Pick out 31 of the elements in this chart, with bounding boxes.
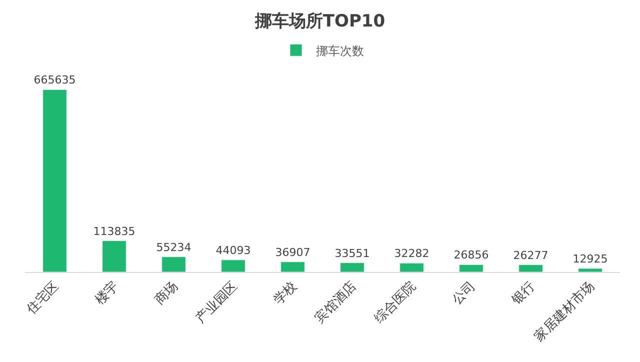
data-label: 665635 bbox=[34, 74, 76, 87]
data-label: 44093 bbox=[216, 244, 251, 257]
data-label: 12925 bbox=[572, 252, 608, 266]
bar bbox=[578, 268, 602, 272]
bar bbox=[280, 262, 305, 272]
bar bbox=[400, 262, 424, 272]
data-label: 55234 bbox=[156, 240, 192, 254]
bar bbox=[221, 260, 246, 272]
data-label: 36907 bbox=[275, 246, 310, 259]
x-tick-label: 住宅区 bbox=[22, 278, 62, 318]
x-tick-label: 楼宇 bbox=[92, 278, 122, 308]
bar bbox=[42, 89, 67, 272]
data-label: 113835 bbox=[93, 224, 136, 238]
x-tick-label: 学校 bbox=[271, 278, 300, 308]
x-tick-label: 产业园区 bbox=[193, 278, 241, 326]
bar bbox=[162, 256, 186, 272]
x-tick-label: 综合医院 bbox=[372, 278, 420, 326]
bar bbox=[340, 262, 364, 272]
data-label: 33551 bbox=[334, 246, 370, 260]
data-label: 32282 bbox=[394, 247, 430, 260]
chart-title: 挪车场所TOP10 bbox=[254, 11, 386, 32]
bar bbox=[102, 240, 126, 272]
x-tick-label: 银行 bbox=[508, 278, 538, 309]
bar bbox=[459, 264, 484, 272]
legend-label: 挪车次数 bbox=[316, 44, 364, 58]
x-tick-label: 商场 bbox=[152, 278, 182, 308]
x-tick-label: 宾馆酒店 bbox=[312, 278, 360, 326]
bar bbox=[518, 264, 543, 272]
x-tick-label: 公司 bbox=[450, 278, 479, 308]
data-label: 26277 bbox=[513, 248, 548, 262]
data-label: 26856 bbox=[454, 248, 489, 262]
